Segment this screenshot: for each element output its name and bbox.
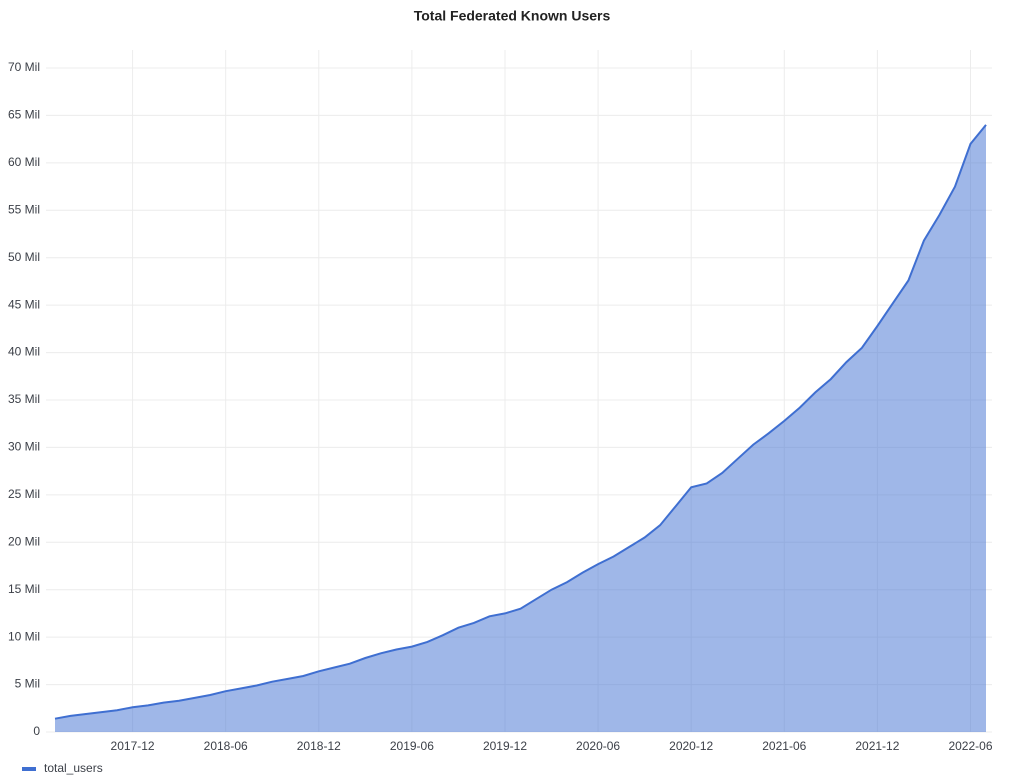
y-tick-label: 50 Mil (8, 250, 40, 264)
legend-label: total_users (44, 761, 103, 775)
y-tick-label: 60 Mil (8, 155, 40, 169)
y-tick-label: 10 Mil (8, 629, 40, 643)
x-tick-label: 2018-12 (297, 739, 341, 753)
y-tick-label: 35 Mil (8, 392, 40, 406)
x-tick-label: 2017-12 (111, 739, 155, 753)
y-tick-label: 65 Mil (8, 108, 40, 122)
y-tick-label: 20 Mil (8, 534, 40, 548)
y-tick-label: 15 Mil (8, 582, 40, 596)
chart-title: Total Federated Known Users (414, 8, 611, 24)
y-tick-label: 0 (33, 724, 40, 738)
x-tick-label: 2021-06 (762, 739, 806, 753)
x-tick-label: 2020-12 (669, 739, 713, 753)
y-tick-label: 30 Mil (8, 440, 40, 454)
y-tick-label: 25 Mil (8, 487, 40, 501)
x-tick-label: 2022-06 (948, 739, 992, 753)
y-tick-label: 5 Mil (15, 677, 40, 691)
y-tick-label: 40 Mil (8, 345, 40, 359)
x-tick-label: 2018-06 (204, 739, 248, 753)
area (55, 124, 986, 732)
x-tick-label: 2020-06 (576, 739, 620, 753)
y-tick-label: 45 Mil (8, 297, 40, 311)
y-tick-label: 70 Mil (8, 60, 40, 74)
x-tick-label: 2019-06 (390, 739, 434, 753)
y-tick-label: 55 Mil (8, 202, 40, 216)
x-tick-label: 2019-12 (483, 739, 527, 753)
line (54, 124, 987, 720)
x-tick-label: 2021-12 (855, 739, 899, 753)
